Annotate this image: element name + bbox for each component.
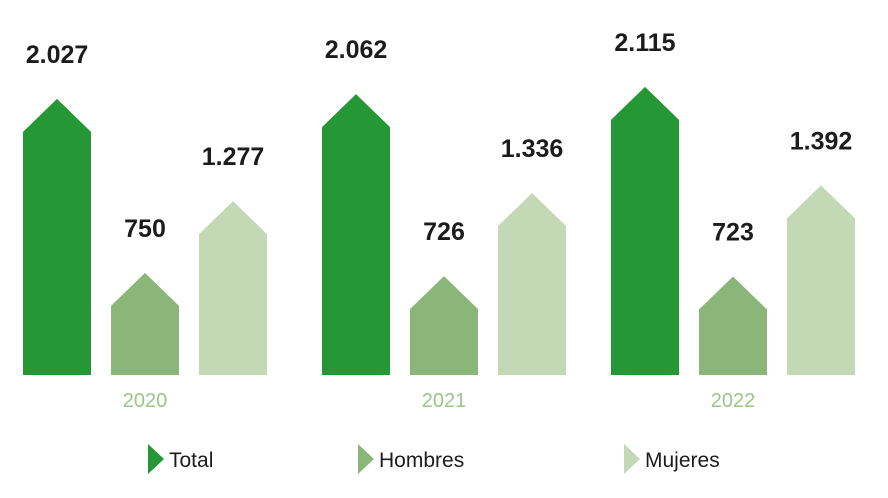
bar-total-2022 bbox=[611, 86, 679, 375]
year-label-2022: 2022 bbox=[711, 390, 756, 412]
data-label-mujeres-2021: 1.336 bbox=[501, 135, 564, 163]
data-label-hombres-2021: 726 bbox=[423, 218, 465, 246]
data-label-hombres-2022: 723 bbox=[712, 219, 754, 247]
data-label-mujeres-2020: 1.277 bbox=[202, 143, 265, 171]
data-label-total-2022: 2.115 bbox=[614, 29, 675, 57]
legend-label-total: Total bbox=[169, 449, 213, 472]
data-label-mujeres-2022: 1.392 bbox=[790, 127, 853, 155]
legend-marker-mujeres bbox=[624, 444, 640, 474]
bar-mujeres-2020 bbox=[199, 201, 267, 375]
bar-mujeres-2022 bbox=[787, 185, 855, 375]
legend-label-mujeres: Mujeres bbox=[645, 449, 720, 472]
year-label-2021: 2021 bbox=[422, 390, 467, 412]
bar-total-2021 bbox=[322, 94, 390, 375]
data-label-total-2020: 2.027 bbox=[26, 41, 89, 69]
year-label-2020: 2020 bbox=[123, 390, 168, 412]
bar-hombres-2021 bbox=[410, 276, 478, 375]
data-label-hombres-2020: 750 bbox=[124, 215, 166, 243]
legend-label-hombres: Hombres bbox=[379, 449, 464, 472]
bar-mujeres-2021 bbox=[498, 193, 566, 375]
legend-marker-hombres bbox=[358, 444, 374, 474]
bar-total-2020 bbox=[23, 98, 91, 375]
bar-hombres-2022 bbox=[699, 276, 767, 375]
bar-hombres-2020 bbox=[111, 272, 179, 375]
data-label-total-2021: 2.062 bbox=[325, 36, 388, 64]
legend-marker-total bbox=[148, 444, 164, 474]
